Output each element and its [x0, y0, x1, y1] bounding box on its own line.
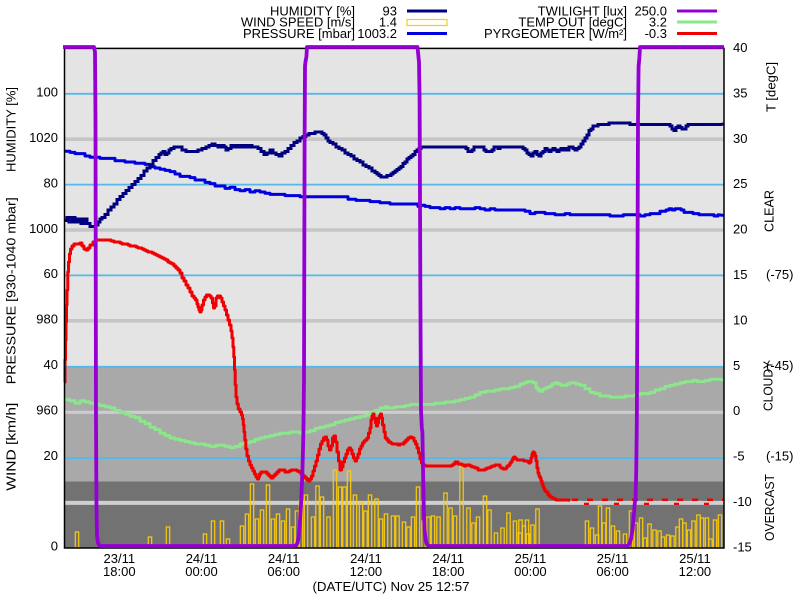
- svg-text:PRESSURE [930-1040 mbar]: PRESSURE [930-1040 mbar]: [4, 197, 19, 384]
- svg-text:00:00: 00:00: [514, 564, 547, 579]
- svg-text:24/11: 24/11: [350, 551, 382, 566]
- svg-text:TWILIGHT [lux]: TWILIGHT [lux]: [538, 4, 627, 19]
- svg-text:PYRGEOMETER [W/m²]: PYRGEOMETER [W/m²]: [484, 26, 627, 41]
- svg-text:80: 80: [44, 175, 58, 190]
- svg-text:25/11: 25/11: [515, 551, 547, 566]
- svg-text:15: 15: [733, 267, 747, 282]
- svg-text:1003.2: 1003.2: [357, 26, 397, 41]
- svg-text:OVERCAST: OVERCAST: [762, 474, 777, 541]
- svg-text:0: 0: [51, 539, 58, 554]
- svg-text:10: 10: [733, 312, 747, 327]
- svg-text:24/11: 24/11: [186, 551, 218, 566]
- svg-text:06:00: 06:00: [267, 564, 300, 579]
- svg-text:0: 0: [733, 403, 740, 418]
- svg-text:PRESSURE [mbar]: PRESSURE [mbar]: [243, 26, 355, 41]
- svg-text:-10: -10: [733, 494, 752, 509]
- svg-text:TEMP OUT [degC]: TEMP OUT [degC]: [518, 15, 627, 30]
- svg-text:20: 20: [733, 222, 747, 237]
- svg-text:(-75): (-75): [766, 267, 793, 282]
- svg-text:35: 35: [733, 85, 747, 100]
- svg-text:40: 40: [733, 40, 747, 55]
- svg-text:24/11: 24/11: [432, 551, 464, 566]
- svg-text:1.4: 1.4: [379, 15, 397, 30]
- svg-text:3.2: 3.2: [649, 15, 667, 30]
- svg-text:18:00: 18:00: [103, 564, 136, 579]
- svg-text:960: 960: [36, 402, 58, 417]
- svg-text:1000: 1000: [29, 221, 58, 236]
- svg-text:HUMIDITY [%]: HUMIDITY [%]: [270, 4, 355, 19]
- svg-text:5: 5: [733, 358, 740, 373]
- svg-text:(-15): (-15): [766, 449, 793, 464]
- svg-text:25/11: 25/11: [597, 551, 629, 566]
- svg-text:WIND [km/h]: WIND [km/h]: [4, 403, 19, 491]
- svg-text:12:00: 12:00: [350, 564, 383, 579]
- svg-text:23/11: 23/11: [104, 551, 136, 566]
- svg-text:20: 20: [44, 448, 58, 463]
- svg-text:T [degC]: T [degC]: [764, 62, 779, 112]
- svg-text:30: 30: [733, 131, 747, 146]
- svg-text:24/11: 24/11: [268, 551, 300, 566]
- svg-text:00:00: 00:00: [185, 564, 218, 579]
- svg-text:(-45): (-45): [766, 358, 793, 373]
- svg-text:-0.3: -0.3: [645, 26, 667, 41]
- svg-text:93: 93: [383, 4, 397, 19]
- svg-text:18:00: 18:00: [432, 564, 465, 579]
- svg-text:250.0: 250.0: [634, 4, 667, 19]
- svg-text:12:00: 12:00: [679, 564, 712, 579]
- svg-text:HUMIDITY [%]: HUMIDITY [%]: [4, 87, 19, 172]
- svg-text:CLEAR: CLEAR: [762, 190, 777, 232]
- svg-text:(DATE/UTC) Nov 25 12:57: (DATE/UTC) Nov 25 12:57: [313, 579, 470, 594]
- svg-text:980: 980: [36, 312, 58, 327]
- svg-text:40: 40: [44, 357, 58, 372]
- svg-text:1020: 1020: [29, 130, 58, 145]
- svg-text:06:00: 06:00: [596, 564, 629, 579]
- svg-text:60: 60: [44, 266, 58, 281]
- svg-text:25: 25: [733, 176, 747, 191]
- svg-text:-15: -15: [733, 539, 752, 554]
- svg-text:25/11: 25/11: [679, 551, 711, 566]
- svg-text:WIND SPEED [m/s]: WIND SPEED [m/s]: [241, 15, 355, 30]
- svg-text:100: 100: [36, 85, 58, 100]
- svg-text:-5: -5: [733, 449, 745, 464]
- svg-text:CLOUDY: CLOUDY: [761, 361, 776, 411]
